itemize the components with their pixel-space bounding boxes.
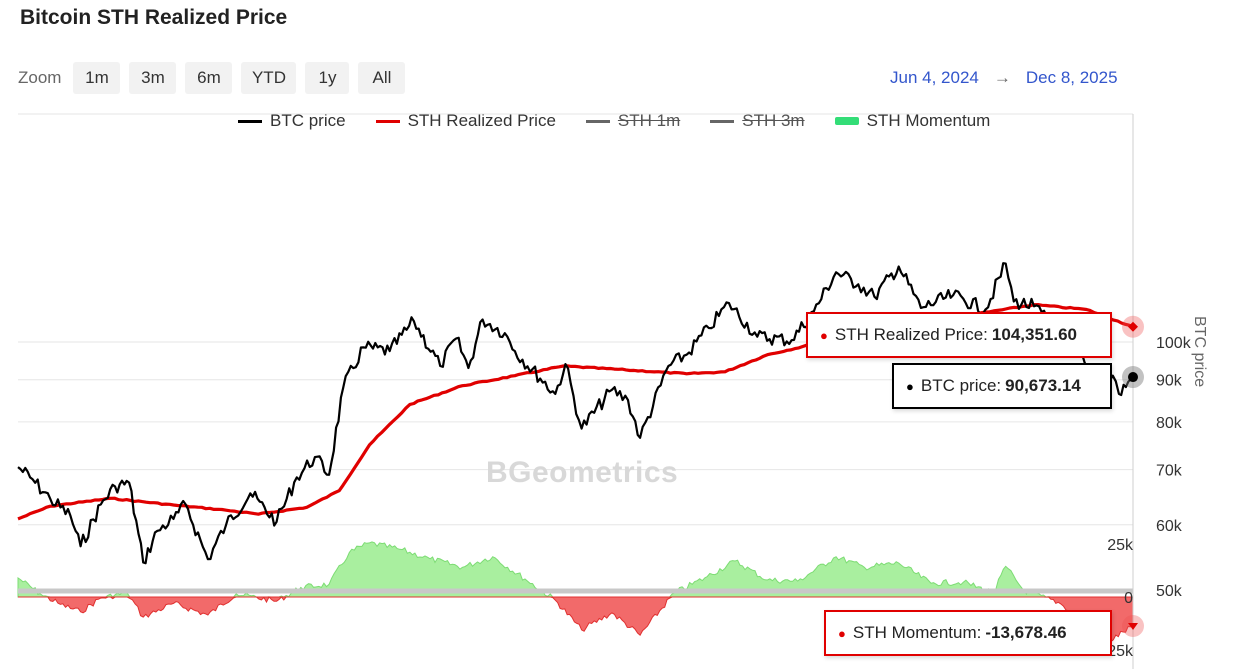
tooltip-dot: ● (906, 378, 914, 394)
zoom-1y-button[interactable]: 1y (305, 62, 350, 94)
momentum-marker (1128, 622, 1138, 630)
tooltip-btc-price: ● BTC price: 90,673.14 (892, 363, 1112, 409)
y-tick-label: 80k (1156, 415, 1183, 432)
hover-markers (1122, 315, 1144, 637)
y-tick-label: 50k (1156, 583, 1183, 600)
legend-symbol (238, 119, 262, 123)
legend-item-btc-price[interactable]: BTC price (238, 111, 346, 131)
tooltip-value: 90,673.14 (1005, 376, 1081, 395)
tooltip-sth-realized-price: ● STH Realized Price: 104,351.60 (806, 312, 1112, 358)
tooltip-dot: ● (820, 327, 828, 343)
date-range-to[interactable]: Dec 8, 2025 (1025, 68, 1118, 87)
tooltip-label: STH Realized Price: (834, 325, 988, 344)
tooltip-value: 104,351.60 (991, 325, 1078, 344)
y-tick-label: 60k (1156, 518, 1183, 535)
zoom-selector: Zoom 1m 3m 6m YTD 1y All (18, 62, 406, 94)
legend-item-sth-momentum[interactable]: STH Momentum (834, 111, 991, 131)
legend-symbol (710, 119, 735, 123)
y-tick-label: 90k (1156, 373, 1183, 390)
legend-label: STH Realized Price (407, 111, 556, 130)
zoom-3m-button[interactable]: 3m (129, 62, 177, 94)
date-range-arrow: → (993, 68, 1011, 87)
momentum-area (17, 541, 1134, 649)
legend-symbol (834, 117, 859, 125)
chart-title: Bitcoin STH Realized Price (20, 6, 288, 29)
legend-label: BTC price (270, 111, 346, 130)
momentum-tick-label: 25k (1107, 537, 1134, 554)
y-axis-title: BTC price (1191, 316, 1208, 388)
btc-price-line (17, 262, 1134, 565)
watermark-logo: BGeometrics (486, 456, 679, 489)
legend-item-sth-realized-price[interactable]: STH Realized Price (375, 111, 556, 131)
zoom-6m-button[interactable]: 6m (185, 62, 233, 94)
legend-label: STH Momentum (866, 111, 991, 130)
legend-label: STH 3m (742, 111, 805, 130)
momentum-tick-label: 0 (1124, 590, 1133, 607)
zoom-label: Zoom (18, 68, 62, 87)
btc-marker (1128, 372, 1138, 383)
zoom-1m-button[interactable]: 1m (73, 62, 121, 94)
date-range-from[interactable]: Jun 4, 2024 (890, 68, 979, 87)
y-tick-label: 70k (1156, 463, 1183, 480)
chart-legend: BTC price STH Realized Price STH 1m STH … (238, 111, 1020, 131)
tooltip-label: STH Momentum: (852, 623, 982, 642)
legend-item-sth-3m[interactable]: STH 3m (710, 111, 805, 131)
tooltip-dot: ● (838, 625, 846, 641)
legend-symbol (585, 119, 610, 123)
legend-symbol (375, 119, 400, 123)
zoom-ytd-button[interactable]: YTD (241, 62, 297, 94)
legend-label: STH 1m (617, 111, 681, 130)
sth-marker (1128, 321, 1138, 332)
zoom-all-button[interactable]: All (358, 62, 406, 94)
tooltip-value: -13,678.46 (985, 623, 1067, 642)
y-tick-label: 100k (1156, 335, 1192, 352)
momentum-negative-area (18, 596, 1134, 649)
tooltip-label: BTC price: (920, 376, 1002, 395)
tooltip-sth-momentum: ● STH Momentum: -13,678.46 (824, 610, 1112, 656)
date-range: Jun 4, 2024 → Dec 8, 2025 (890, 68, 1118, 88)
legend-item-sth-1m[interactable]: STH 1m (585, 111, 681, 131)
